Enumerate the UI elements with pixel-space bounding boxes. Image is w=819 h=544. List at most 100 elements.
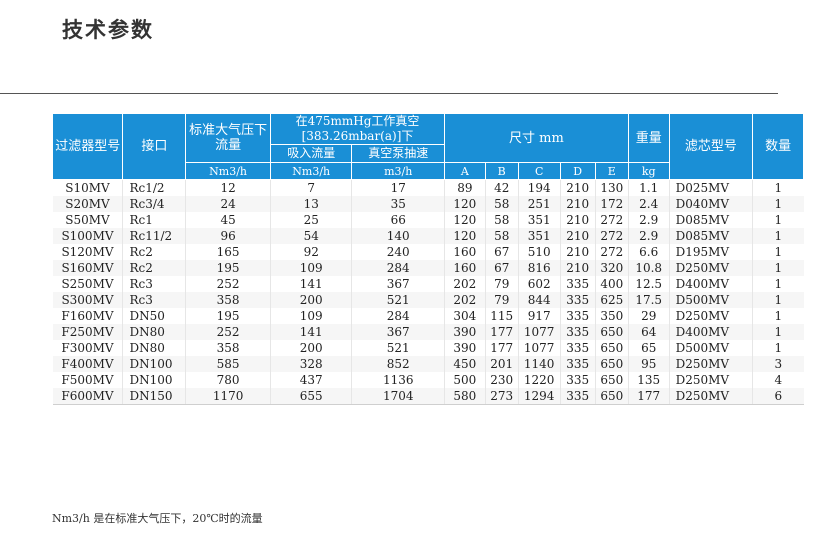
cell-element-model: D195MV xyxy=(668,244,753,260)
cell-weight: 2.4 xyxy=(627,196,670,212)
cell-dim-b: 79 xyxy=(484,292,519,308)
cell-dim-b: 58 xyxy=(484,212,519,228)
cell-model: F500MV xyxy=(61,373,114,387)
cell-std-flow: 358 xyxy=(185,340,271,356)
cell-dim-a: 202 xyxy=(443,276,486,292)
spec-table: 过滤器型号 接口 标准大气压下流量 在475mmHg工作真空[383.26mba… xyxy=(51,113,804,405)
cell-quantity: 1 xyxy=(752,324,804,340)
cell-weight: 95 xyxy=(627,356,670,372)
cell-port: Rc2 xyxy=(122,260,186,276)
cell-dim-b: 177 xyxy=(484,340,519,356)
table-row: S50MV Rc1 45 25 66 120 58 351 210 272 2.9 D085MV 1 xyxy=(53,212,804,228)
unit-dim-d: D xyxy=(559,162,596,180)
cell-port: Rc11/2 xyxy=(122,228,186,244)
cell-dim-d: 335 xyxy=(559,276,596,292)
cell-model: S120MV xyxy=(61,245,114,259)
cell-dim-b: 273 xyxy=(484,388,519,405)
cell-dim-b: 115 xyxy=(484,308,519,324)
cell-weight: 17.5 xyxy=(627,292,670,308)
cell-pump-speed: 17 xyxy=(351,179,445,196)
cell-weight: 29 xyxy=(627,308,670,324)
cell-port: DN150 xyxy=(122,388,186,405)
cell-std-flow: 165 xyxy=(185,244,271,260)
cell-dim-b: 58 xyxy=(484,228,519,244)
cell-dim-b: 230 xyxy=(484,372,519,388)
cell-dim-a: 120 xyxy=(443,196,486,212)
cell-port: Rc3 xyxy=(122,292,186,308)
cell-model: F300MV xyxy=(61,341,114,355)
cell-pump-speed: 140 xyxy=(351,228,445,244)
cell-dim-e: 272 xyxy=(594,244,629,260)
cell-weight: 6.6 xyxy=(627,244,670,260)
cell-element-model: D250MV xyxy=(668,260,753,276)
cell-suction-flow: 92 xyxy=(269,244,352,260)
cell-element-model: D085MV xyxy=(668,212,753,228)
cell-quantity: 1 xyxy=(752,308,804,324)
table-row: F600MV DN150 1170 655 1704 580 273 1294 335 650 17… xyxy=(52,388,804,405)
cell-dim-e: 625 xyxy=(594,292,629,308)
table-row: S160MV Rc2 195 109 284 160 67 816 210 320 10.8 D250… xyxy=(52,260,804,276)
cell-dim-e: 650 xyxy=(594,324,629,340)
cell-dim-c: 816 xyxy=(517,260,561,276)
cell-dim-e: 350 xyxy=(594,308,629,324)
spec-table-body: S10MV Rc1/2 12 7 17 89 42 194 210 130 1.1 D025MV 1 S2… xyxy=(52,179,804,405)
cell-suction-flow: 655 xyxy=(269,388,352,405)
cell-dim-d: 210 xyxy=(559,260,596,276)
footnote: Nm3/h 是在标准大气压下，20℃时的流量 xyxy=(52,512,263,525)
cell-suction-flow: 109 xyxy=(269,308,352,324)
header-quantity: 数量 xyxy=(752,113,804,180)
cell-dim-d: 335 xyxy=(559,324,596,340)
cell-dim-b: 67 xyxy=(484,244,519,260)
cell-port: Rc3 xyxy=(122,276,186,292)
cell-dim-a: 202 xyxy=(443,292,486,308)
cell-dim-c: 194 xyxy=(517,179,561,196)
cell-element-model: D500MV xyxy=(668,340,753,356)
table-row: F300MV DN80 358 200 521 390 177 1077 335 650 65 D50… xyxy=(53,340,804,356)
cell-model: S20MV xyxy=(52,196,123,212)
cell-weight: 65 xyxy=(627,340,670,356)
cell-element-model: D250MV xyxy=(668,308,753,324)
cell-dim-a: 500 xyxy=(443,372,486,388)
cell-element-model: D040MV xyxy=(668,196,753,212)
cell-dim-e: 650 xyxy=(594,388,629,405)
cell-dim-b: 67 xyxy=(484,260,519,276)
cell-pump-speed: 240 xyxy=(351,244,445,260)
cell-std-flow: 252 xyxy=(185,276,271,292)
cell-quantity: 1 xyxy=(752,292,804,308)
cell-weight: 135 xyxy=(627,372,670,388)
cell-weight: 1.1 xyxy=(627,179,670,196)
cell-model: S100MV xyxy=(52,228,123,244)
cell-model: S250MV xyxy=(61,277,114,291)
cell-suction-flow: 437 xyxy=(269,372,352,388)
cell-dim-d: 210 xyxy=(559,244,596,260)
cell-element-model: D400MV xyxy=(668,324,753,340)
cell-element-model: D400MV xyxy=(668,276,753,292)
cell-port: Rc1 xyxy=(122,212,186,228)
table-row: S100MV Rc11/2 96 54 140 120 58 351 210 272 2.9 D085… xyxy=(52,228,804,244)
title-divider xyxy=(0,93,778,94)
cell-suction-flow: 7 xyxy=(269,179,352,196)
cell-dim-c: 602 xyxy=(517,276,561,292)
cell-pump-speed: 521 xyxy=(351,340,445,356)
cell-suction-flow: 13 xyxy=(269,196,352,212)
unit-dim-a: A xyxy=(443,162,486,180)
cell-dim-a: 390 xyxy=(443,324,486,340)
table-row: S300MV Rc3 358 200 521 202 79 844 335 625 17.5 D500… xyxy=(52,292,804,308)
cell-dim-d: 335 xyxy=(559,372,596,388)
header-std-flow: 标准大气压下流量 xyxy=(185,113,271,163)
cell-weight: 12.5 xyxy=(627,276,670,292)
cell-suction-flow: 200 xyxy=(269,340,352,356)
cell-dim-e: 650 xyxy=(594,372,629,388)
cell-dim-a: 120 xyxy=(443,212,486,228)
unit-std-flow: Nm3/h xyxy=(185,162,271,180)
header-suction-flow: 吸入流量 xyxy=(269,144,353,163)
cell-dim-d: 335 xyxy=(559,340,596,356)
cell-quantity: 4 xyxy=(752,372,804,388)
header-model: 过滤器型号 xyxy=(51,113,124,180)
header-weight: 重量 xyxy=(627,113,670,163)
cell-dim-c: 351 xyxy=(517,212,561,228)
cell-model: F600MV xyxy=(52,388,123,405)
table-row: S10MV Rc1/2 12 7 17 89 42 194 210 130 1.1 D025MV 1 xyxy=(53,179,804,196)
cell-model: S10MV xyxy=(65,181,110,195)
cell-std-flow: 585 xyxy=(185,356,271,372)
